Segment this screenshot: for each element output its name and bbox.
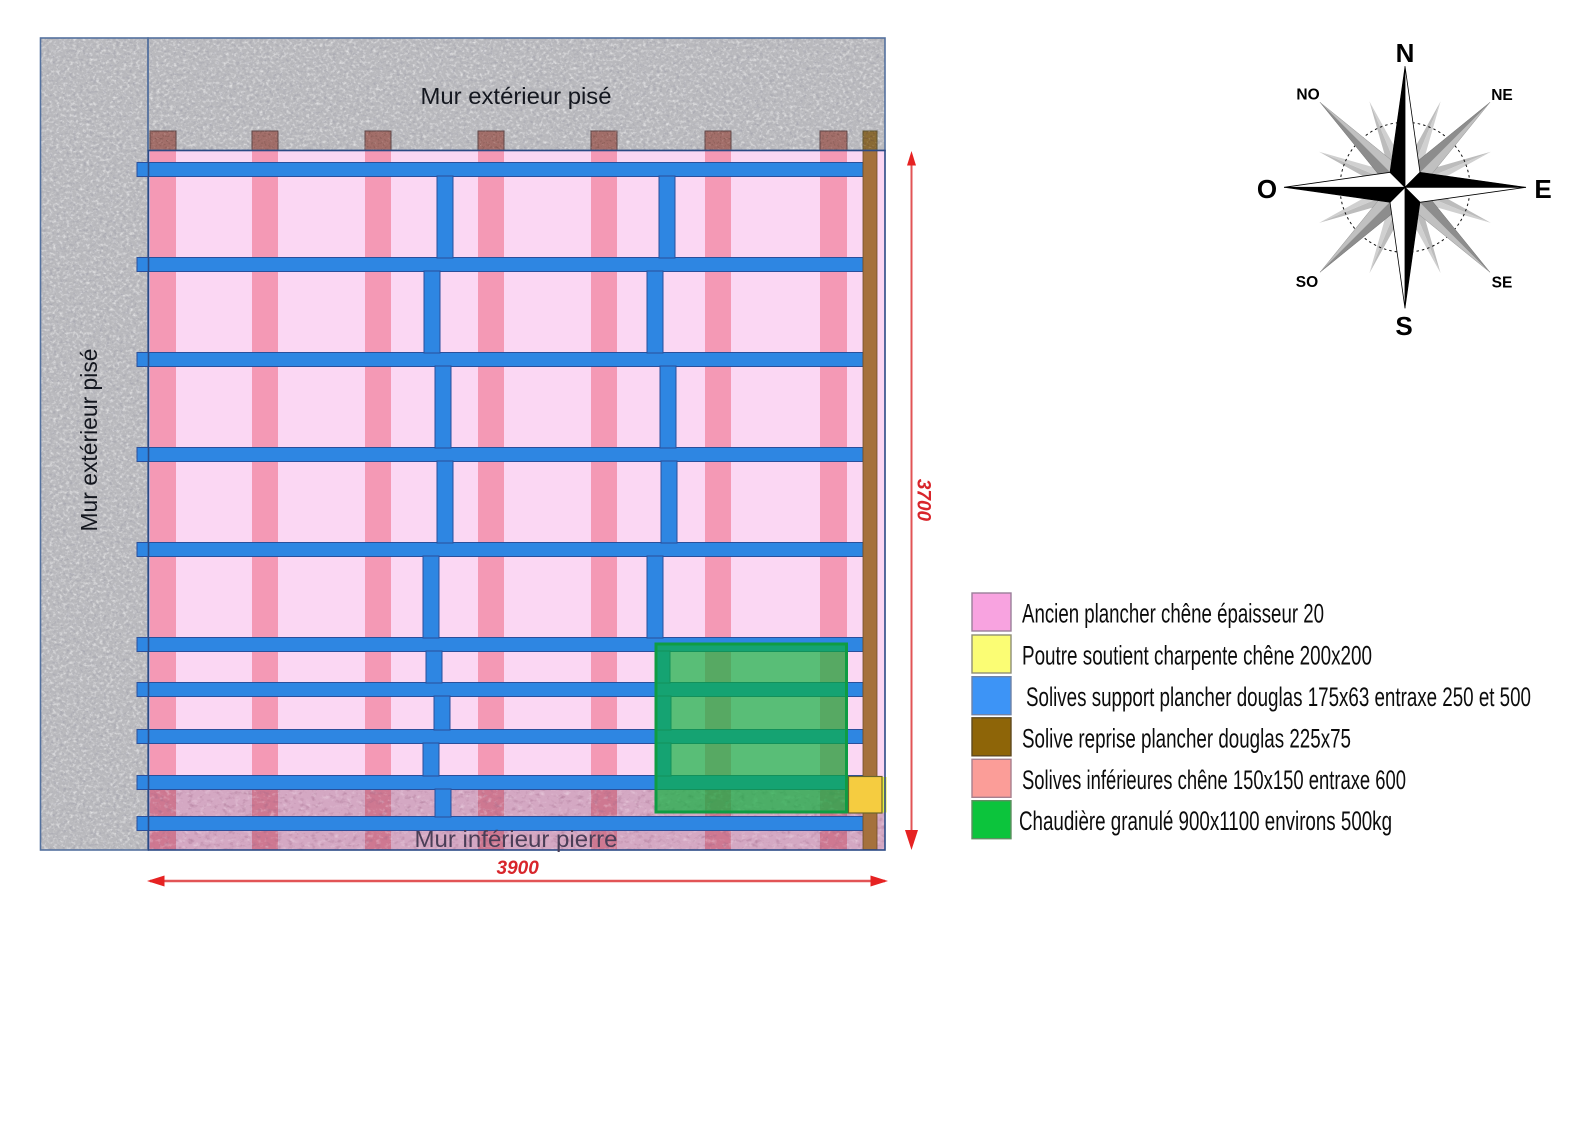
svg-text:O: O xyxy=(1257,174,1277,204)
svg-text:S: S xyxy=(1395,311,1412,341)
svg-text:NE: NE xyxy=(1491,87,1513,104)
svg-text:Poutre soutient charpente chên: Poutre soutient charpente chêne 200x200 xyxy=(1022,641,1372,671)
svg-text:NO: NO xyxy=(1296,87,1319,104)
svg-text:Ancien plancher chêne épaisseu: Ancien plancher chêne épaisseur 20 xyxy=(1022,599,1324,629)
svg-text:Mur inférieur pierre: Mur inférieur pierre xyxy=(415,826,618,852)
svg-text:3700: 3700 xyxy=(913,479,934,522)
svg-text:Mur extérieur pisé: Mur extérieur pisé xyxy=(76,349,102,532)
svg-text:E: E xyxy=(1534,174,1551,204)
svg-text:3900: 3900 xyxy=(497,858,540,879)
svg-text:N: N xyxy=(1396,38,1415,68)
svg-text:SE: SE xyxy=(1492,275,1513,292)
svg-text:Mur extérieur pisé: Mur extérieur pisé xyxy=(421,83,612,109)
svg-text:Solive reprise plancher dougla: Solive reprise plancher douglas 225x75 xyxy=(1022,723,1351,753)
svg-text:SO: SO xyxy=(1296,274,1318,291)
svg-text:Chaudière granulé 900x1100 env: Chaudière granulé 900x1100 environs 500k… xyxy=(1019,806,1392,836)
svg-text:Solives support plancher dougl: Solives support plancher douglas 175x63 … xyxy=(1026,682,1531,712)
svg-text:Solives inférieures chêne 150x: Solives inférieures chêne 150x150 entrax… xyxy=(1022,765,1406,795)
